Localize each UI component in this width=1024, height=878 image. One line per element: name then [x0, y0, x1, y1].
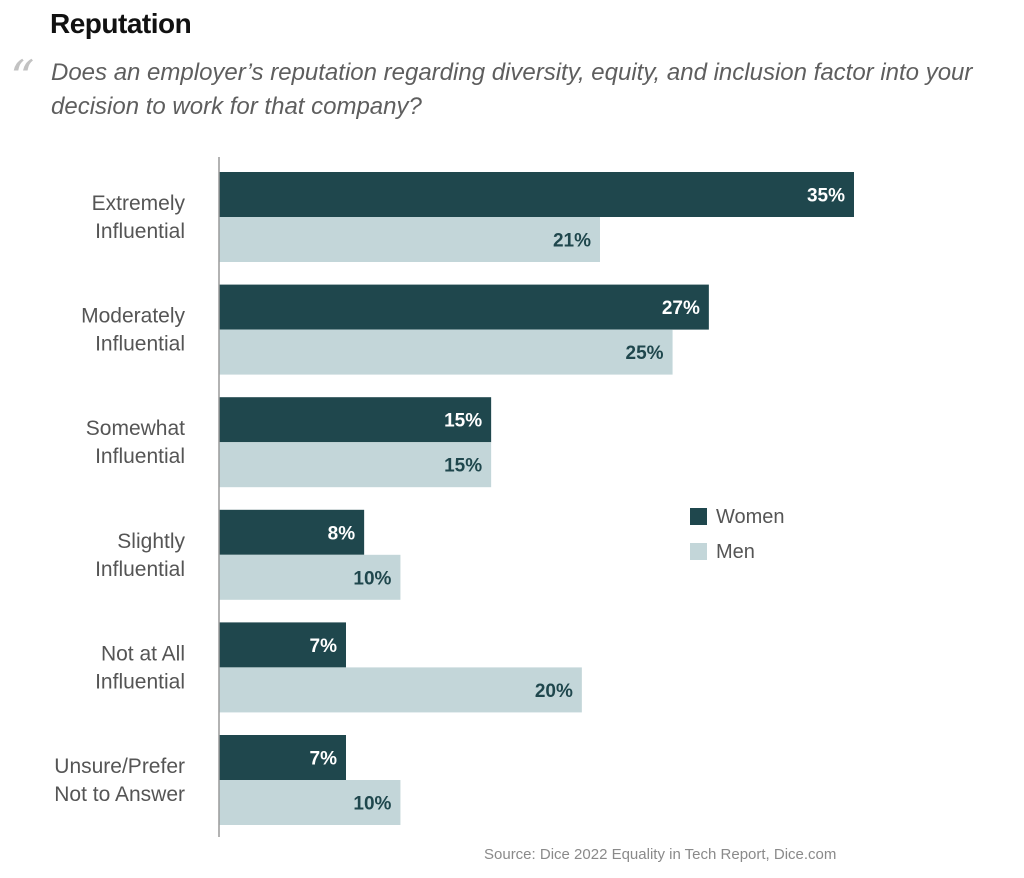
- category-label: Moderately: [81, 305, 185, 328]
- data-label: 35%: [807, 186, 845, 207]
- category-label: Influential: [95, 220, 185, 243]
- category-label: Not to Answer: [54, 783, 185, 806]
- bar-men: [219, 667, 582, 713]
- bar-men: [219, 780, 401, 825]
- data-label: 21%: [553, 231, 591, 252]
- source-note: Source: Dice 2022 Equality in Tech Repor…: [484, 846, 837, 863]
- category-label: Influential: [95, 445, 185, 468]
- bar-men: [219, 554, 401, 600]
- category-label: Somewhat: [86, 417, 185, 440]
- data-label: 10%: [353, 568, 391, 589]
- bar-women: [219, 509, 365, 555]
- data-label: 25%: [626, 343, 664, 364]
- data-label: 10%: [353, 794, 391, 815]
- category-label: Influential: [95, 333, 185, 356]
- bar-women: [219, 172, 854, 217]
- legend-label-men: Men: [716, 541, 755, 563]
- category-label: Extremely: [92, 192, 186, 215]
- bar-women: [219, 622, 346, 668]
- data-label: 20%: [535, 681, 573, 702]
- data-label: 27%: [662, 298, 700, 319]
- data-label: 15%: [444, 456, 482, 477]
- legend-swatch-women: [690, 508, 707, 525]
- category-label: Slightly: [117, 530, 185, 553]
- bar-women: [219, 397, 492, 443]
- data-label: 15%: [444, 411, 482, 432]
- page-title: Reputation: [50, 8, 192, 39]
- survey-question: Does an employer’s reputation regarding …: [51, 59, 973, 120]
- bar-men: [219, 329, 673, 375]
- legend-label-women: Women: [716, 506, 785, 528]
- data-label: 8%: [328, 523, 356, 544]
- category-label: Influential: [95, 670, 185, 693]
- data-label: 7%: [310, 636, 338, 657]
- quote-mark: “: [10, 50, 35, 106]
- bar-men: [219, 442, 492, 488]
- category-label: Not at All: [101, 642, 185, 665]
- data-label: 7%: [310, 749, 338, 770]
- bar-women: [219, 735, 346, 780]
- bar-men: [219, 217, 600, 262]
- category-label: Unsure/Prefer: [54, 755, 185, 778]
- bar-women: [219, 284, 709, 330]
- category-label: Influential: [95, 558, 185, 581]
- legend-swatch-men: [690, 543, 707, 560]
